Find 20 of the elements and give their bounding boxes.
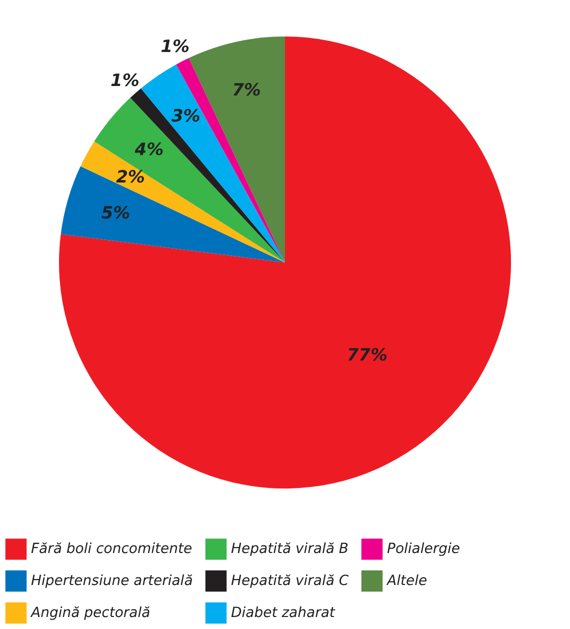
data-label: 2% <box>116 168 145 188</box>
data-label: 77% <box>346 346 388 366</box>
data-label: 4% <box>134 140 164 160</box>
legend-label: Diabet zaharat <box>231 605 336 621</box>
legend-label: Polialergie <box>387 541 460 558</box>
legend-label: Hepatită virală C <box>231 573 349 589</box>
data-label: 1% <box>160 36 190 57</box>
data-label: 7% <box>232 80 261 100</box>
pie-slice <box>60 166 285 262</box>
legend-label: Hipertensiune arterială <box>31 573 193 589</box>
pie-slice <box>59 36 511 488</box>
legend-label: Fără boli concomitente <box>31 541 192 558</box>
pie-slice <box>80 141 285 262</box>
pie-slice <box>94 98 285 262</box>
legend-label: Angină pectorală <box>30 605 150 621</box>
legend-label: Hepatită virală B <box>231 541 349 558</box>
data-label: 3% <box>171 106 200 127</box>
data-label: 5% <box>101 203 130 224</box>
data-label: 1% <box>110 70 140 91</box>
legend-label: Altele <box>386 573 428 589</box>
